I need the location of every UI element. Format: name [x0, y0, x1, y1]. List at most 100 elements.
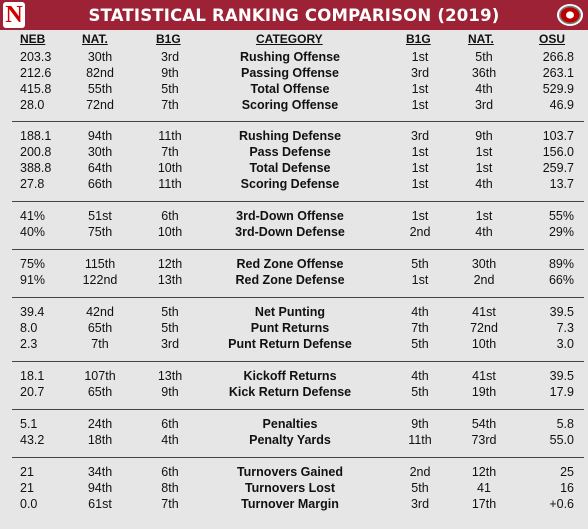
category-label: Pass Defense — [249, 145, 331, 159]
neb-national-rank: 34th — [87, 465, 113, 479]
osu-b1g-rank: 7th — [411, 321, 429, 335]
osu-b1g-rank: 5th — [411, 481, 429, 495]
category-label: Red Zone Defense — [235, 273, 345, 287]
category-label: Penalty Yards — [249, 433, 331, 447]
neb-value: 21 — [20, 481, 34, 495]
category-label: Red Zone Offense — [236, 257, 344, 271]
neb-value: 40% — [20, 225, 46, 239]
table-row: 28.0 72nd 7th Scoring Offense 1st 3rd 46.9 — [0, 97, 588, 113]
neb-value: 8.0 — [20, 321, 38, 335]
osu-b1g-rank: 2nd — [409, 465, 431, 479]
osu-national-rank: 30th — [471, 257, 497, 271]
osu-value: 5.8 — [556, 417, 574, 431]
neb-value: 75% — [20, 257, 46, 271]
osu-national-rank: 54th — [471, 417, 497, 431]
header-b1g: B1G — [156, 32, 181, 46]
osu-b1g-rank: 1st — [411, 177, 429, 191]
neb-b1g-rank: 13th — [157, 369, 183, 383]
osu-b1g-rank: 2nd — [409, 225, 431, 239]
neb-value: 28.0 — [20, 98, 45, 112]
neb-b1g-rank: 5th — [161, 305, 179, 319]
logo-letter: N — [5, 2, 23, 28]
section-divider — [12, 297, 584, 298]
osu-national-rank: 19th — [471, 385, 497, 399]
neb-national-rank: 55th — [87, 82, 113, 96]
column-headers: NEB NAT. B1G CATEGORY B1G NAT. OSU — [0, 32, 588, 48]
osu-national-rank: 1st — [475, 145, 493, 159]
category-label: Kickoff Returns — [243, 369, 337, 383]
page-title: STATISTICAL RANKING COMPARISON (2019) — [88, 5, 500, 25]
neb-value: 388.8 — [20, 161, 52, 175]
section-divider — [12, 361, 584, 362]
neb-value: 91% — [20, 273, 46, 287]
neb-national-rank: 82nd — [86, 66, 114, 80]
neb-b1g-rank: 7th — [161, 98, 179, 112]
osu-national-rank: 73rd — [471, 433, 497, 447]
osu-national-rank: 2nd — [473, 273, 495, 287]
osu-b1g-rank: 1st — [411, 82, 429, 96]
table-row: 0.0 61st 7th Turnover Margin 3rd 17th +0.6 — [0, 496, 588, 512]
osu-b1g-rank: 3rd — [410, 497, 430, 511]
neb-national-rank: 75th — [87, 225, 113, 239]
table-row: 91% 122nd 13th Red Zone Defense 1st 2nd 66% — [0, 272, 588, 288]
neb-national-rank: 94th — [87, 129, 113, 143]
osu-value: 25 — [560, 465, 574, 479]
osu-value: 529.9 — [542, 82, 574, 96]
neb-b1g-rank: 4th — [161, 433, 179, 447]
osu-national-rank: 17th — [471, 497, 497, 511]
section-divider — [12, 201, 584, 202]
neb-b1g-rank: 6th — [161, 465, 179, 479]
table-row: 27.8 66th 11th Scoring Defense 1st 4th 13.7 — [0, 176, 588, 192]
osu-value: 16 — [560, 481, 574, 495]
neb-b1g-rank: 6th — [161, 209, 179, 223]
osu-b1g-rank: 3rd — [410, 129, 430, 143]
header-nat: NAT. — [82, 32, 108, 46]
neb-national-rank: 61st — [88, 497, 112, 511]
neb-national-rank: 7th — [91, 337, 109, 351]
table-row: 388.8 64th 10th Total Defense 1st 1st 259.7 — [0, 160, 588, 176]
osu-value: 259.7 — [542, 161, 574, 175]
category-label: Penalties — [262, 417, 318, 431]
osu-b1g-rank: 5th — [411, 337, 429, 351]
neb-value: 203.3 — [20, 50, 52, 64]
category-label: Turnover Margin — [241, 497, 339, 511]
section-divider — [12, 249, 584, 250]
neb-b1g-rank: 11th — [158, 129, 182, 143]
neb-national-rank: 42nd — [86, 305, 114, 319]
table-row: 188.1 94th 11th Rushing Defense 3rd 9th 103.7 — [0, 128, 588, 144]
table-row: 39.4 42nd 5th Net Punting 4th 41st 39.5 — [0, 304, 588, 320]
header-nat-osu: NAT. — [468, 32, 494, 46]
neb-b1g-rank: 5th — [161, 321, 179, 335]
osu-b1g-rank: 1st — [411, 98, 429, 112]
osu-value: 7.3 — [556, 321, 574, 335]
neb-value: 18.1 — [20, 369, 45, 383]
osu-national-rank: 72nd — [470, 321, 498, 335]
neb-national-rank: 51st — [88, 209, 112, 223]
osu-b1g-rank: 1st — [411, 145, 429, 159]
osu-value: +0.6 — [549, 497, 574, 511]
osu-value: 39.5 — [549, 305, 574, 319]
category-label: Net Punting — [254, 305, 326, 319]
neb-value: 188.1 — [20, 129, 52, 143]
category-label: Punt Returns — [250, 321, 330, 335]
neb-b1g-rank: 13th — [157, 273, 183, 287]
neb-national-rank: 30th — [87, 50, 113, 64]
table-row: 75% 115th 12th Red Zone Offense 5th 30th 89% — [0, 256, 588, 272]
osu-national-rank: 4th — [475, 177, 493, 191]
osu-value: 55% — [548, 209, 574, 223]
osu-b1g-rank: 1st — [411, 161, 429, 175]
osu-b1g-rank: 4th — [411, 305, 429, 319]
category-label: Turnovers Lost — [244, 481, 336, 495]
osu-b1g-rank: 1st — [411, 273, 429, 287]
section-divider — [12, 121, 584, 122]
osu-value: 263.1 — [542, 66, 574, 80]
neb-b1g-rank: 8th — [161, 481, 179, 495]
header-osu: OSU — [539, 32, 566, 46]
osu-value: 46.9 — [549, 98, 574, 112]
header-neb: NEB — [20, 32, 46, 46]
category-label: Total Defense — [249, 161, 331, 175]
neb-value: 39.4 — [20, 305, 45, 319]
osu-national-rank: 4th — [475, 82, 493, 96]
neb-value: 212.6 — [20, 66, 52, 80]
neb-b1g-rank: 6th — [161, 417, 179, 431]
